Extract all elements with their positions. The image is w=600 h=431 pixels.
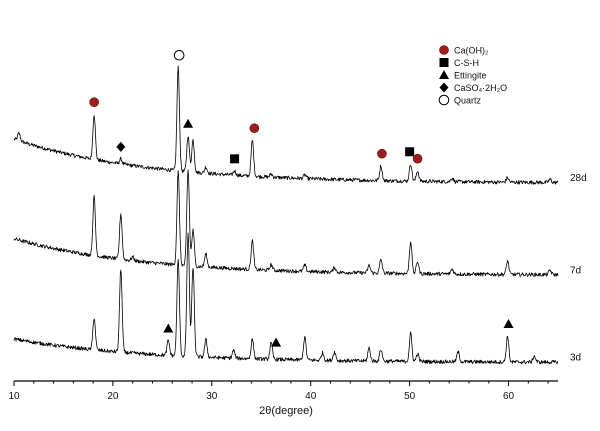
legend-label-0: Ca(OH)₂: [454, 46, 489, 56]
x-tick-label-40: 40: [305, 391, 317, 402]
marker-square-5: [405, 147, 415, 157]
series-labels: 28d 7d 3d: [570, 173, 587, 363]
legend: Ca(OH)₂ C-S-H Ettingite CaSO₄·2H₂O Quartz: [438, 45, 507, 106]
series-label-3d: 3d: [570, 353, 581, 364]
series-label-7d: 7d: [570, 265, 581, 276]
legend-label-2: Ettingite: [454, 71, 487, 81]
marker-circle-filled-1: [249, 123, 260, 134]
x-tick-label-60: 60: [503, 391, 515, 402]
marker-diamond-7: [116, 141, 126, 152]
marker-square-4: [230, 154, 240, 164]
marker-triangle-9: [163, 323, 174, 333]
legend-label-4: Quartz: [454, 96, 482, 106]
marker-circle-filled-2: [377, 148, 387, 159]
marker-triangle-11: [503, 318, 514, 328]
x-tick-label-50: 50: [404, 391, 416, 402]
marker-triangle-6: [183, 118, 194, 128]
legend-label-3: CaSO₄·2H₂O: [454, 83, 507, 93]
marker-circle-filled-0: [89, 97, 99, 108]
xrd-traces: [13, 65, 559, 365]
legend-symbol-square: [439, 58, 449, 67]
x-axis-ticks: 10 20 30 40 50 60: [8, 381, 549, 402]
marker-triangle-10: [271, 337, 282, 347]
x-axis-title: 2θ(degree): [259, 405, 313, 417]
legend-symbol-circle-filled: [439, 45, 449, 55]
series-label-28d: 28d: [570, 173, 587, 184]
marker-circle-open-8: [173, 49, 185, 61]
series-trace-7d: [13, 169, 559, 277]
legend-symbol-diamond: [439, 82, 449, 93]
series-trace-3d: [13, 232, 559, 365]
marker-circle-filled-3: [412, 153, 423, 164]
phase-markers: [89, 49, 514, 347]
x-tick-label-30: 30: [206, 391, 218, 402]
x-tick-label-10: 10: [8, 391, 20, 402]
legend-symbol-circle-open: [438, 94, 450, 106]
series-trace-28d: [13, 65, 559, 185]
x-tick-label-20: 20: [107, 391, 119, 402]
legend-label-1: C-S-H: [454, 58, 479, 68]
legend-symbol-triangle: [439, 70, 449, 79]
